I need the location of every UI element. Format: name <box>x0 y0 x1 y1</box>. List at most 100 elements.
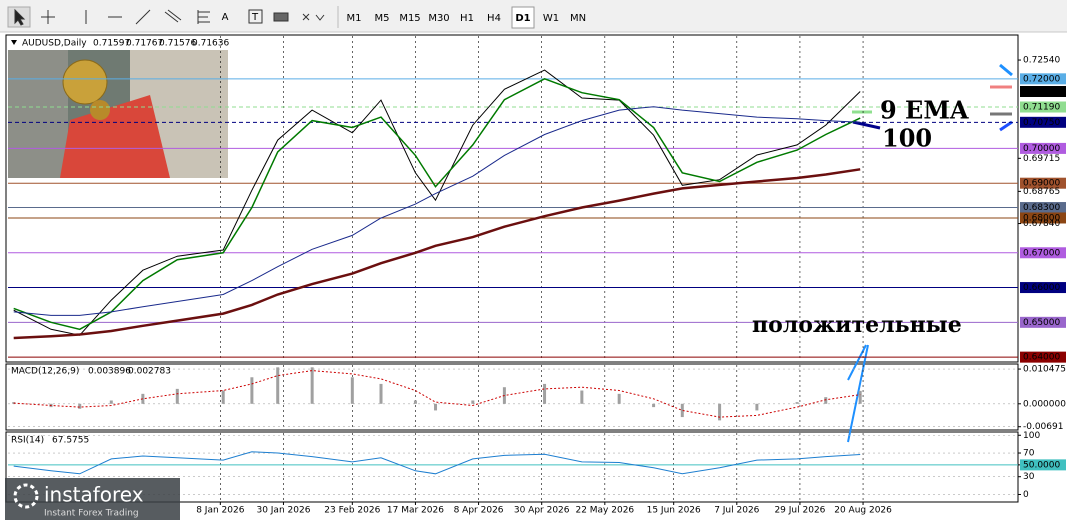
photo-coin-2 <box>90 100 110 120</box>
x-tick-label: 20 Aug 2026 <box>834 506 892 516</box>
y-tick-label: 30 <box>1023 472 1035 482</box>
level-label: 0.70000 <box>1023 144 1060 154</box>
macd-bar <box>434 403 438 411</box>
timeframe-button[interactable]: H1 <box>460 13 474 24</box>
arrow <box>852 120 881 130</box>
macd-bar <box>78 403 82 409</box>
arrow <box>847 344 869 443</box>
level-label: 0.64000 <box>1023 353 1060 363</box>
level-label: 0.68000 <box>1023 213 1060 223</box>
cursor-icon <box>14 8 26 26</box>
level-label: 0.70750 <box>1023 118 1060 128</box>
macd-pane <box>5 363 1019 431</box>
y-label-box <box>1020 459 1066 471</box>
macd-bar <box>250 377 254 404</box>
ohlc-value: 0.71636 <box>192 39 229 49</box>
y-tick-label: 0.69715 <box>1023 154 1060 164</box>
photo <box>8 50 228 178</box>
timeframe-button[interactable]: M30 <box>428 13 449 24</box>
macd-bar <box>175 388 179 404</box>
level-label-box <box>1020 101 1066 113</box>
level-label-box <box>1020 282 1066 294</box>
logo-icon <box>13 483 39 509</box>
level-label-box <box>1020 116 1066 128</box>
shapes-icon[interactable] <box>302 13 325 21</box>
level-label-box <box>1020 351 1066 363</box>
level-label-box <box>1020 142 1066 154</box>
level-label-box <box>1020 202 1066 214</box>
trendline-icon[interactable] <box>135 9 151 25</box>
photo-coin <box>62 59 108 105</box>
level-label: 0.72000 <box>1023 74 1060 84</box>
level-label-box <box>1020 177 1066 189</box>
timeframe-button[interactable]: MN <box>570 13 586 24</box>
level-label: 0.68300 <box>1023 203 1060 213</box>
arrow <box>999 63 1013 77</box>
tool-text[interactable]: T <box>251 12 259 23</box>
ohlc-value: 0.71576 <box>159 39 196 49</box>
label-box-icon[interactable] <box>248 9 263 24</box>
level-label-box <box>1020 316 1066 328</box>
y-tick-label: 0.68765 <box>1023 187 1060 197</box>
channel-icon[interactable] <box>164 9 182 23</box>
current-price-box <box>1020 85 1066 97</box>
x-tick-label: 17 Mar 2026 <box>387 506 444 516</box>
macd-bar <box>109 400 113 404</box>
annotation: 9 EMA <box>880 96 969 125</box>
arrow <box>999 120 1013 132</box>
y-tick-label: 0.72540 <box>1023 56 1060 66</box>
y-tick-label: 0.000000 <box>1023 399 1066 409</box>
x-tick-label: 23 Feb 2026 <box>324 506 380 516</box>
rect-icon[interactable] <box>273 12 289 22</box>
tool-text[interactable]: A <box>222 12 229 23</box>
macd-bar <box>310 367 314 404</box>
indicator-title: MACD(12,26,9) <box>11 367 79 377</box>
macd-bar <box>755 403 759 411</box>
macd-bar <box>543 383 547 404</box>
macd-bar <box>471 400 475 404</box>
fibo-icon[interactable] <box>197 10 210 24</box>
macd-bar <box>824 397 828 404</box>
x-tick-label: 30 Apr 2026 <box>514 506 570 516</box>
timeframe-button[interactable]: D1 <box>515 13 530 24</box>
ohlc-value: 0.71597 <box>93 39 130 49</box>
price-pane <box>5 34 1019 363</box>
macd-bar <box>680 403 684 418</box>
level-label-box <box>1020 212 1066 224</box>
macd-bar <box>652 403 656 408</box>
y-tick-label: 0 <box>1023 490 1029 500</box>
timeframe-button[interactable]: H4 <box>487 13 501 24</box>
level-label: 0.67000 <box>1023 248 1060 258</box>
current-price-label: 0.71636 <box>1023 87 1060 97</box>
timeframe-button[interactable]: M15 <box>399 13 420 24</box>
macd-bar <box>617 393 621 404</box>
price-line <box>13 106 861 316</box>
active-timeframe-box <box>511 6 535 29</box>
y-tick-label: 0.010475 <box>1023 365 1066 375</box>
crosshair-icon[interactable] <box>41 10 55 24</box>
price-line <box>13 77 861 331</box>
timeframe-button[interactable]: W1 <box>543 13 559 24</box>
macd-bar <box>580 390 584 404</box>
x-tick-label: 7 Jul 2026 <box>714 506 759 516</box>
y-tick-label: 70 <box>1023 449 1035 459</box>
timeframe-button[interactable]: M5 <box>375 13 390 24</box>
level-label: 0.71190 <box>1023 103 1060 113</box>
macd-bar <box>276 367 280 404</box>
level-label: 0.65000 <box>1023 318 1060 328</box>
y-tick-label: 100 <box>1023 431 1040 441</box>
macd-bar <box>379 383 383 404</box>
logo: instaforex Instant Forex Trading <box>5 478 180 520</box>
level-label: 0.69000 <box>1023 179 1060 189</box>
level-label: 0.66000 <box>1023 283 1060 293</box>
y-tick-label: 0.67840 <box>1023 219 1060 229</box>
x-tick-label: 8 Jan 2026 <box>196 506 244 516</box>
logo-bg <box>5 478 180 520</box>
macd-bar <box>718 403 722 421</box>
photo-note <box>8 50 68 178</box>
tool-icons <box>7 6 535 29</box>
timeframe-button[interactable]: M1 <box>347 13 362 24</box>
macd-bar <box>795 402 799 404</box>
annotation: положительные <box>752 312 962 338</box>
